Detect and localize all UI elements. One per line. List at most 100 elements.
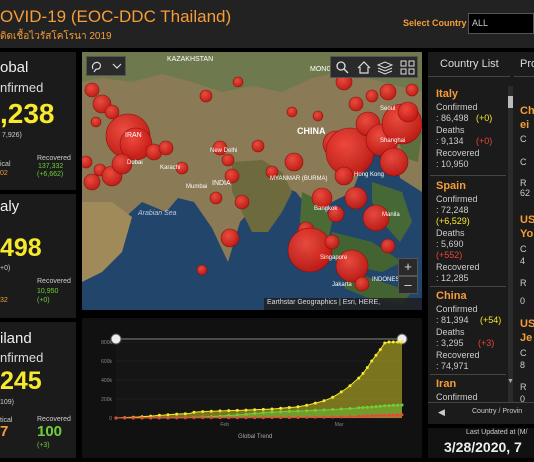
data-point[interactable] (339, 415, 343, 419)
data-point[interactable] (357, 414, 361, 418)
data-point[interactable] (253, 416, 257, 420)
case-bubble[interactable] (221, 153, 235, 167)
case-bubble[interactable] (287, 227, 333, 273)
data-point[interactable] (227, 416, 231, 420)
case-bubble[interactable] (312, 110, 324, 122)
data-point[interactable] (400, 413, 404, 417)
data-point[interactable] (331, 395, 335, 399)
case-bubble[interactable] (90, 116, 102, 128)
case-bubble[interactable] (111, 153, 133, 175)
data-point[interactable] (253, 408, 257, 412)
data-point[interactable] (296, 416, 300, 419)
tab-provinces[interactable]: Pro (514, 52, 534, 77)
data-point[interactable] (166, 413, 170, 417)
data-point[interactable] (192, 416, 196, 420)
data-point[interactable] (365, 366, 369, 370)
data-point[interactable] (296, 405, 300, 409)
data-point[interactable] (305, 415, 309, 419)
data-point[interactable] (261, 407, 265, 411)
global-trend-chart[interactable]: 800k 600k 400k 200k 0 Feb Mar (82, 318, 422, 458)
data-point[interactable] (361, 406, 365, 409)
case-bubble[interactable] (212, 140, 228, 156)
case-bubble[interactable] (196, 264, 208, 276)
data-point[interactable] (387, 404, 391, 408)
data-point[interactable] (361, 371, 365, 375)
case-bubble[interactable] (265, 165, 279, 179)
data-point[interactable] (339, 390, 343, 394)
data-point[interactable] (131, 416, 135, 420)
data-point[interactable] (391, 403, 395, 407)
case-bubble[interactable] (209, 191, 223, 205)
data-point[interactable] (387, 340, 391, 344)
map-panel[interactable]: KAZAKHSTAN MONGO CHINA IRAN INDIA Arabia… (82, 52, 422, 310)
data-point[interactable] (322, 399, 326, 403)
data-point[interactable] (218, 416, 222, 420)
case-bubble[interactable] (234, 194, 250, 210)
data-point[interactable] (322, 408, 326, 412)
list-scroll-arrow-icon[interactable]: ▼ (507, 378, 514, 385)
case-bubble[interactable] (175, 161, 189, 175)
data-point[interactable] (305, 403, 309, 407)
case-bubble[interactable] (158, 140, 174, 156)
data-point[interactable] (387, 413, 391, 417)
data-point[interactable] (322, 415, 326, 419)
data-point[interactable] (313, 401, 317, 405)
data-point[interactable] (218, 409, 222, 413)
tab-country-list[interactable]: Country List (428, 52, 510, 77)
case-bubble[interactable] (232, 76, 244, 88)
case-bubble[interactable] (82, 155, 93, 169)
data-point[interactable] (183, 416, 187, 420)
data-point[interactable] (370, 359, 374, 363)
list-scrollbar[interactable] (508, 86, 513, 402)
case-bubble[interactable] (348, 96, 364, 112)
case-bubble[interactable] (397, 101, 419, 123)
case-bubble[interactable] (327, 205, 345, 223)
data-point[interactable] (201, 410, 205, 414)
data-point[interactable] (331, 415, 335, 419)
case-bubble[interactable] (354, 276, 370, 292)
data-point[interactable] (270, 416, 274, 420)
data-point[interactable] (270, 407, 274, 411)
data-point[interactable] (374, 405, 378, 409)
zoom-in-button[interactable]: + (398, 258, 418, 276)
data-point[interactable] (357, 376, 361, 380)
home-icon[interactable] (357, 61, 371, 74)
layers-icon[interactable] (376, 61, 394, 75)
case-bubble[interactable] (311, 187, 333, 209)
case-bubble[interactable] (284, 152, 304, 172)
data-point[interactable] (313, 415, 317, 419)
data-point[interactable] (287, 409, 291, 413)
case-bubble[interactable] (220, 228, 240, 248)
data-point[interactable] (192, 410, 196, 414)
data-point[interactable] (370, 405, 374, 409)
select-country-dropdown[interactable]: ALL (468, 13, 534, 34)
data-point[interactable] (227, 413, 231, 417)
data-point[interactable] (391, 413, 395, 417)
data-point[interactable] (396, 403, 400, 407)
case-bubble[interactable] (379, 147, 409, 177)
qr-grid-icon[interactable] (400, 60, 415, 75)
search-icon[interactable] (336, 61, 349, 74)
case-bubble[interactable] (365, 89, 379, 103)
data-point[interactable] (261, 416, 265, 420)
data-point[interactable] (396, 413, 400, 417)
data-point[interactable] (183, 412, 187, 416)
data-point[interactable] (209, 409, 213, 413)
data-point[interactable] (261, 411, 265, 415)
data-point[interactable] (374, 353, 378, 357)
data-point[interactable] (396, 340, 400, 344)
data-point[interactable] (348, 384, 352, 388)
data-point[interactable] (201, 416, 205, 420)
data-point[interactable] (378, 348, 382, 352)
data-point[interactable] (305, 409, 309, 413)
data-point[interactable] (270, 410, 274, 414)
data-point[interactable] (149, 416, 153, 420)
data-point[interactable] (140, 416, 144, 420)
data-point[interactable] (378, 404, 382, 408)
data-point[interactable] (365, 414, 369, 418)
case-bubble[interactable] (334, 166, 354, 186)
data-point[interactable] (209, 416, 213, 420)
data-point[interactable] (157, 416, 161, 420)
data-point[interactable] (235, 413, 239, 417)
data-point[interactable] (287, 406, 291, 409)
